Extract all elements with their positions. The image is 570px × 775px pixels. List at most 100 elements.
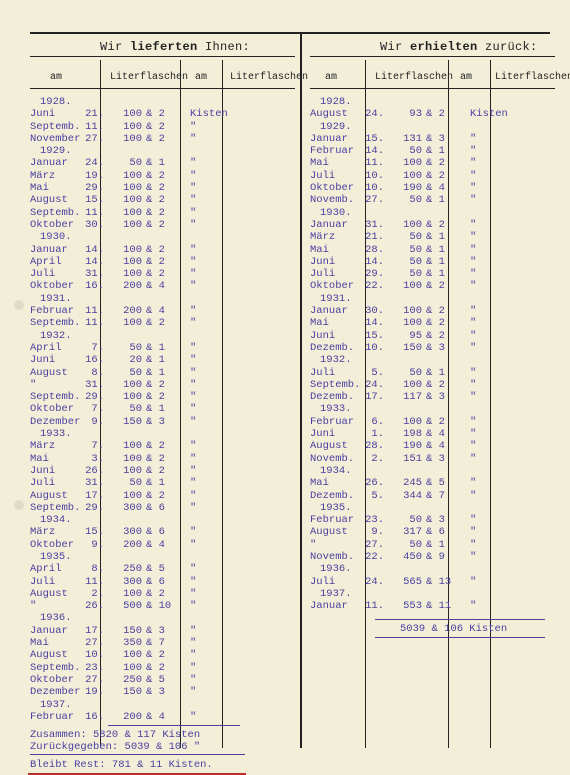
crates-cell: & 1 [142, 403, 190, 415]
table-row: Oktober16.200& 4" [30, 280, 230, 292]
day-cell: 21. [364, 231, 384, 243]
unit-cell: " [190, 219, 230, 231]
day-cell: 22. [364, 280, 384, 292]
unit-cell: " [470, 170, 510, 182]
year-cell: 1929. [30, 145, 72, 157]
table-row: Septemb.29.300& 6" [30, 502, 230, 514]
right-title-a: Wir [380, 40, 410, 54]
month-cell: Juli [310, 170, 364, 182]
crates-cell: & 9 [422, 551, 470, 563]
right-total-rule [375, 619, 545, 620]
crates-cell: & 2 [142, 465, 190, 477]
unit-cell: " [470, 440, 510, 452]
unit-cell: " [190, 576, 230, 588]
day-cell: 19. [84, 686, 104, 698]
day-cell: 5. [364, 367, 384, 379]
table-row: Februar23.50& 3" [310, 514, 510, 526]
crates-cell: & 2 [142, 182, 190, 194]
month-cell: Januar [30, 625, 84, 637]
unit-cell: " [190, 280, 230, 292]
left-sum-rule2 [30, 754, 245, 755]
liters-cell: 50 [384, 194, 422, 206]
unit-cell: " [190, 625, 230, 637]
table-row: Juli10.100& 2" [310, 170, 510, 182]
day-cell: 30. [84, 219, 104, 231]
crates-cell: & 2 [142, 219, 190, 231]
table-row: Juli5.50& 1" [310, 367, 510, 379]
table-row: Septemb.23.100& 2" [30, 662, 230, 674]
crates-cell: & 1 [142, 354, 190, 366]
unit-cell: " [190, 379, 230, 391]
liters-cell: 100 [104, 194, 142, 206]
crates-cell: & 10 [142, 600, 190, 612]
liters-cell: 131 [384, 133, 422, 145]
crates-cell: & 4 [422, 182, 470, 194]
day-cell: 11. [84, 576, 104, 588]
table-row: Februar11.200& 4" [30, 305, 230, 317]
table-row: Juni16.20& 1" [30, 354, 230, 366]
table-row: Mai14.100& 2" [310, 317, 510, 329]
month-cell: " [310, 539, 364, 551]
left-title: Wir lieferten Ihnen: [100, 40, 250, 54]
liters-cell: 150 [104, 686, 142, 698]
day-cell: 23. [84, 662, 104, 674]
table-row: Septemb.11.100& 2" [30, 207, 230, 219]
liters-cell: 100 [384, 379, 422, 391]
crates-cell: & 7 [422, 490, 470, 502]
liters-cell: 100 [104, 182, 142, 194]
crates-cell: & 2 [422, 379, 470, 391]
year-cell: 1935. [30, 551, 72, 563]
page-top-rule [30, 32, 550, 34]
liters-cell: 150 [104, 625, 142, 637]
month-cell: Mai [30, 453, 84, 465]
table-row: März19.100& 2" [30, 170, 230, 182]
table-row: Mai29.100& 2" [30, 182, 230, 194]
liters-cell: 100 [104, 207, 142, 219]
table-row: August24.93& 2Kisten [310, 108, 510, 120]
month-cell: März [30, 440, 84, 452]
crates-cell: & 2 [142, 256, 190, 268]
table-row: Oktober30.100& 2" [30, 219, 230, 231]
month-cell: Januar [30, 157, 84, 169]
crates-cell: & 3 [422, 391, 470, 403]
day-cell: 17. [84, 625, 104, 637]
year-cell: 1928. [30, 96, 72, 108]
month-cell: August [310, 108, 364, 120]
unit-cell: " [470, 379, 510, 391]
month-cell: Juli [310, 576, 364, 588]
table-row: 1934. [310, 465, 510, 477]
crates-cell: & 2 [422, 108, 470, 120]
month-cell: März [30, 170, 84, 182]
month-cell: Februar [310, 416, 364, 428]
day-cell: 27. [84, 637, 104, 649]
month-cell: Januar [310, 600, 364, 612]
month-cell: Juli [310, 367, 364, 379]
crates-cell: & 2 [422, 219, 470, 231]
left-heads-rule [30, 88, 295, 89]
crates-cell: & 6 [142, 502, 190, 514]
table-row: Januar15.131& 3" [310, 133, 510, 145]
crates-cell: & 2 [142, 268, 190, 280]
table-row: Juni15.95& 2" [310, 330, 510, 342]
table-row: Januar24.50& 1" [30, 157, 230, 169]
unit-cell: " [470, 367, 510, 379]
month-cell: August [30, 490, 84, 502]
month-cell: Januar [310, 219, 364, 231]
year-cell: 1928. [310, 96, 352, 108]
liters-cell: 50 [104, 403, 142, 415]
crates-cell: & 2 [422, 330, 470, 342]
unit-cell: " [190, 453, 230, 465]
day-cell: 14. [364, 256, 384, 268]
unit-cell: " [470, 490, 510, 502]
month-cell: " [30, 600, 84, 612]
day-cell: 27. [84, 133, 104, 145]
unit-cell: " [470, 256, 510, 268]
table-row: Oktober27.250& 5" [30, 674, 230, 686]
day-cell: 11. [84, 317, 104, 329]
liters-cell: 100 [384, 157, 422, 169]
unit-cell: " [190, 465, 230, 477]
unit-cell: " [190, 157, 230, 169]
day-cell: 11. [84, 207, 104, 219]
crates-cell: & 2 [142, 440, 190, 452]
day-cell: 9. [84, 416, 104, 428]
